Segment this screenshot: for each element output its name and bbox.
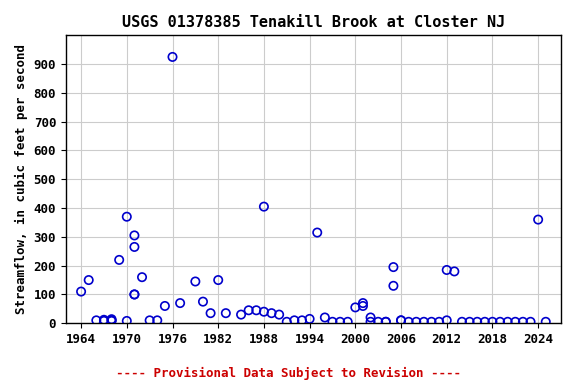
Point <box>77 288 86 295</box>
Point <box>206 310 215 316</box>
Point <box>130 291 139 298</box>
Point <box>107 318 116 324</box>
Point <box>107 316 116 322</box>
Point <box>343 319 353 325</box>
Point <box>99 318 108 324</box>
Point <box>191 278 200 285</box>
Point <box>153 317 162 323</box>
Point <box>160 303 169 309</box>
Point <box>358 300 367 306</box>
Point <box>457 319 467 325</box>
Point <box>252 307 261 313</box>
Point <box>145 317 154 323</box>
Point <box>381 319 391 325</box>
Point <box>168 54 177 60</box>
Point <box>419 319 429 325</box>
Point <box>176 300 185 306</box>
Point <box>381 319 391 325</box>
Point <box>115 257 124 263</box>
Point <box>389 264 398 270</box>
Point <box>526 319 535 325</box>
Point <box>366 314 375 321</box>
Point <box>282 319 291 325</box>
Point <box>122 318 131 324</box>
Point <box>541 319 551 325</box>
Point <box>122 214 131 220</box>
Point <box>244 307 253 313</box>
Point <box>92 317 101 323</box>
Point <box>511 319 520 325</box>
Point <box>472 319 482 325</box>
Point <box>518 319 528 325</box>
Point <box>198 299 207 305</box>
Point <box>503 319 512 325</box>
Point <box>450 268 459 275</box>
Point <box>412 319 421 325</box>
Point <box>138 274 147 280</box>
Point <box>259 204 268 210</box>
Point <box>351 305 360 311</box>
Point <box>366 319 375 325</box>
Point <box>130 244 139 250</box>
Point <box>237 311 246 318</box>
Text: ---- Provisional Data Subject to Revision ----: ---- Provisional Data Subject to Revisio… <box>116 367 460 380</box>
Point <box>396 317 406 323</box>
Point <box>404 319 413 325</box>
Point <box>434 319 444 325</box>
Point <box>130 291 139 298</box>
Point <box>313 230 322 236</box>
Point <box>442 267 452 273</box>
Point <box>335 319 344 325</box>
Point <box>328 319 337 325</box>
Point <box>297 317 306 323</box>
Point <box>221 310 230 316</box>
Point <box>107 317 116 323</box>
Point <box>259 309 268 315</box>
Point <box>214 277 223 283</box>
Point <box>84 277 93 283</box>
Title: USGS 01378385 Tenakill Brook at Closter NJ: USGS 01378385 Tenakill Brook at Closter … <box>122 15 505 30</box>
Point <box>320 314 329 321</box>
Point <box>267 310 276 316</box>
Y-axis label: Streamflow, in cubic feet per second: Streamflow, in cubic feet per second <box>15 44 28 314</box>
Point <box>389 283 398 289</box>
Point <box>130 232 139 238</box>
Point <box>480 319 490 325</box>
Point <box>374 319 383 325</box>
Point <box>427 319 436 325</box>
Point <box>488 319 497 325</box>
Point <box>99 317 108 323</box>
Point <box>290 317 299 323</box>
Point <box>533 217 543 223</box>
Point <box>442 317 452 323</box>
Point <box>305 316 314 322</box>
Point <box>358 303 367 309</box>
Point <box>465 319 474 325</box>
Point <box>495 319 505 325</box>
Point <box>275 311 284 318</box>
Point <box>396 317 406 323</box>
